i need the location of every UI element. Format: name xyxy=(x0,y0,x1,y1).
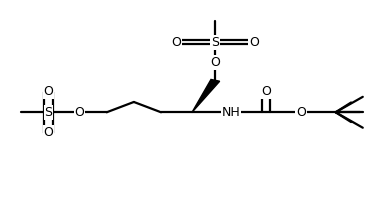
Text: O: O xyxy=(249,36,259,49)
Polygon shape xyxy=(192,80,220,112)
Text: O: O xyxy=(171,36,182,49)
Text: O: O xyxy=(74,106,85,119)
Text: S: S xyxy=(211,36,219,49)
Text: NH: NH xyxy=(222,106,240,119)
Text: S: S xyxy=(45,106,52,119)
Text: O: O xyxy=(43,126,54,139)
Text: O: O xyxy=(261,85,271,98)
Text: O: O xyxy=(43,85,54,98)
Text: O: O xyxy=(296,106,306,119)
Text: O: O xyxy=(210,56,220,69)
